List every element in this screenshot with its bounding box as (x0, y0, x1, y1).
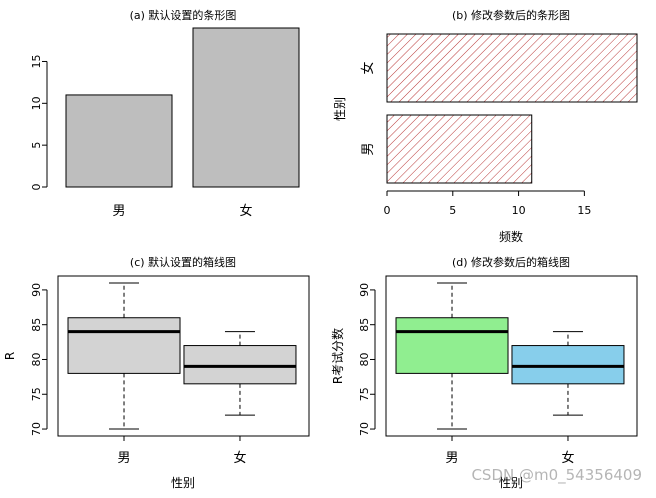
panel-a-title: (a) 默认设置的条形图 (130, 8, 237, 22)
y-tick-label: 75 (30, 387, 43, 401)
panel-c-ylabel: R (3, 352, 17, 360)
x-tick-label: 0 (384, 204, 391, 217)
y-tick-label: 90 (358, 283, 371, 297)
y-tick-label: 15 (30, 54, 43, 68)
bar-category-label: 男 (112, 204, 125, 219)
x-tick-label: 15 (577, 204, 591, 217)
y-tick-label: 70 (358, 422, 371, 436)
y-tick-label: 85 (358, 318, 371, 332)
panel-d-title: (d) 修改参数后的箱线图 (452, 255, 570, 269)
bar-category-label: 男 (361, 142, 376, 155)
box-0 (395, 317, 509, 374)
y-tick-label: 90 (30, 283, 43, 297)
x-tick-label: 5 (449, 204, 456, 217)
box-0 (67, 317, 181, 374)
panel-c-xlabel: 性别 (171, 476, 195, 490)
panel-b-xlabel: 频数 (499, 229, 523, 244)
box-1 (183, 345, 297, 385)
bar-1 (192, 27, 300, 188)
bar-0 (65, 94, 173, 188)
y-tick-label: 5 (30, 142, 43, 149)
panel-d: (d) 修改参数后的箱线图 男 女 70 75 80 85 90 性别 R考试分数 (330, 255, 638, 490)
bar-0 (386, 114, 533, 184)
x-tick-label: 10 (512, 204, 526, 217)
y-tick-label: 70 (30, 422, 43, 436)
x-tick-label: 女 (561, 450, 574, 466)
x-tick-label: 女 (233, 450, 246, 466)
panel-b-ylabel: 性别 (333, 97, 347, 121)
panel-a: (a) 默认设置的条形图 男 女 0 5 10 15 (30, 8, 300, 219)
y-tick-label: 75 (358, 387, 371, 401)
panel-b: (b) 修改参数后的条形图 男 女 0 5 10 15 频数 性别 (333, 8, 638, 244)
box-1 (511, 345, 625, 385)
y-tick-label: 80 (30, 352, 43, 366)
y-tick-label: 85 (30, 318, 43, 332)
panel-d-ylabel: R考试分数 (330, 328, 345, 384)
panel-c-title: (c) 默认设置的箱线图 (130, 255, 236, 269)
bar-category-label: 女 (360, 61, 376, 74)
y-tick-label: 10 (30, 96, 43, 110)
bar-1 (386, 33, 638, 103)
panel-b-title: (b) 修改参数后的条形图 (452, 8, 570, 22)
panel-d-xlabel: 性别 (499, 476, 523, 490)
y-tick-label: 0 (30, 184, 43, 191)
y-tick-label: 80 (358, 352, 371, 366)
watermark-text: CSDN @m0_54356409 (471, 466, 642, 484)
x-tick-label: 男 (118, 451, 131, 466)
panel-c: (c) 默认设置的箱线图 男 女 70 75 80 85 90 性别 R (3, 255, 310, 490)
bar-category-label: 女 (239, 203, 252, 219)
x-tick-label: 男 (446, 451, 459, 466)
